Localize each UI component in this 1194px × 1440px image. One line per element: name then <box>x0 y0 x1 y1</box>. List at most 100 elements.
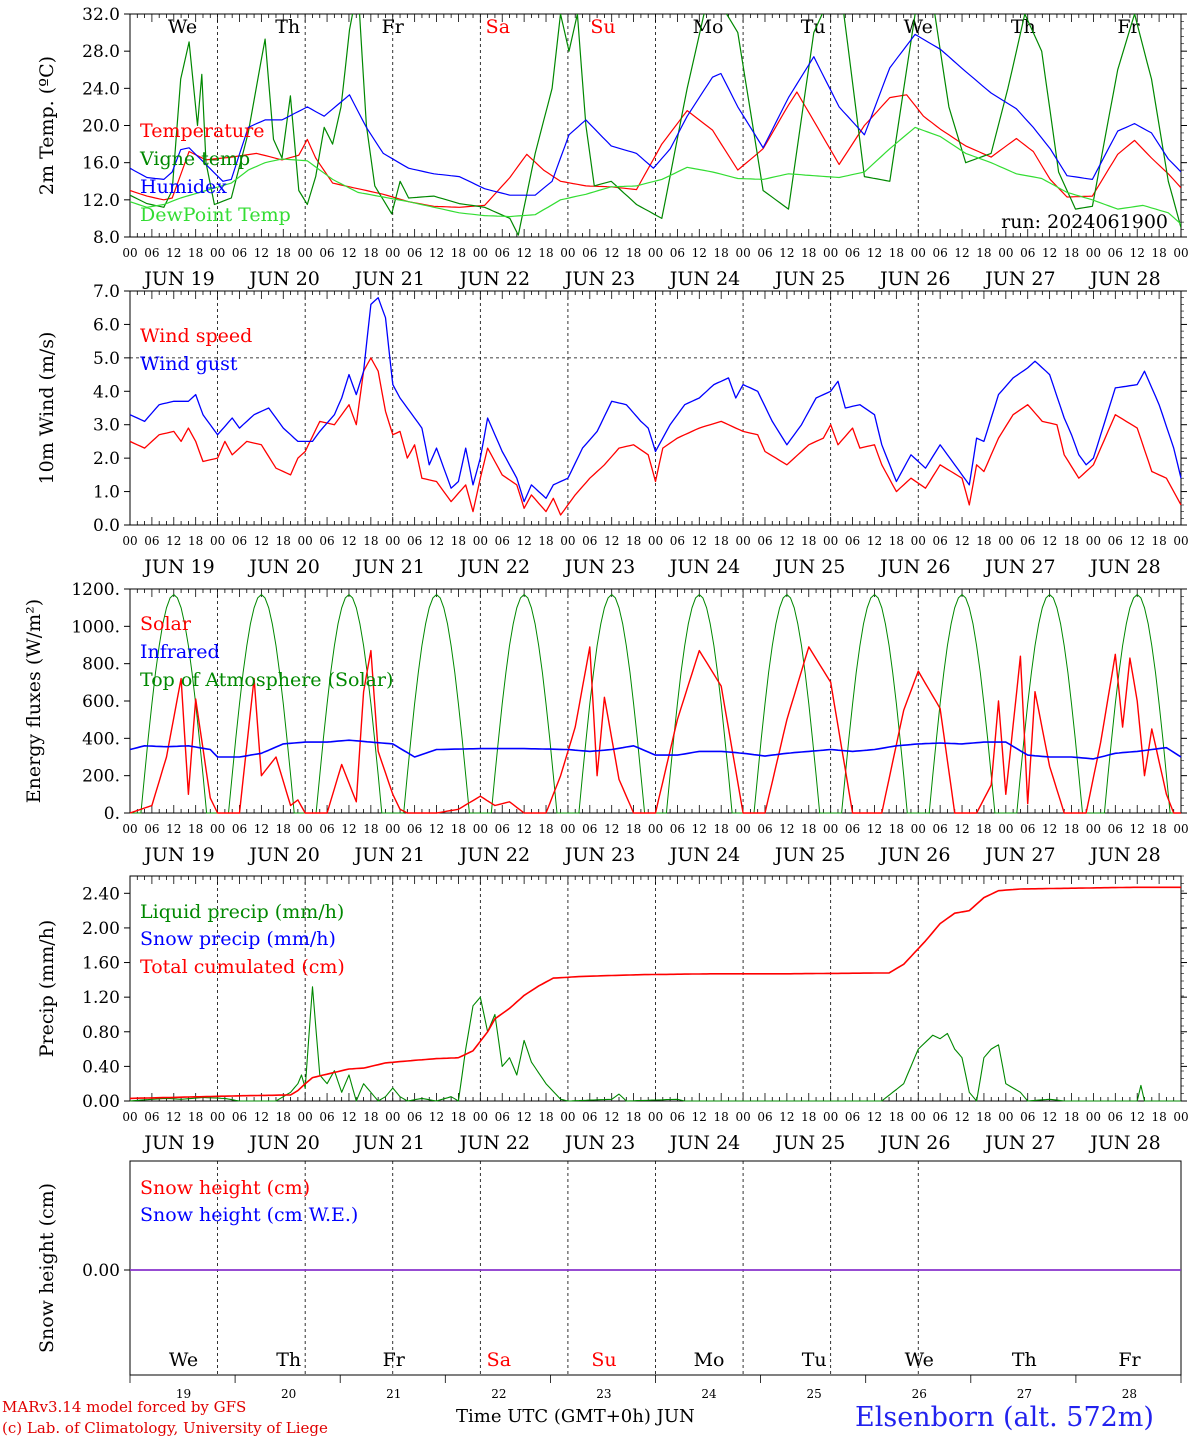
hour-tick-label: 06 <box>933 1110 948 1124</box>
hour-tick-label: 00 <box>122 822 137 836</box>
hour-tick-label: 18 <box>451 822 466 836</box>
y-tick-label: 600. <box>82 692 120 712</box>
hour-tick-label: 00 <box>560 822 575 836</box>
hour-tick-label: 06 <box>319 822 334 836</box>
hour-tick-label: 12 <box>1130 822 1145 836</box>
hour-tick-label: 00 <box>648 534 663 548</box>
y-tick-label: 16.0 <box>82 154 120 174</box>
hour-tick-label: 18 <box>626 534 641 548</box>
hour-tick-label: 12 <box>1042 534 1057 548</box>
hour-tick-label: 00 <box>473 822 488 836</box>
hour-tick-label: 18 <box>801 246 816 260</box>
series-line <box>129 357 1182 516</box>
hour-tick-label: 06 <box>933 822 948 836</box>
hour-tick-label: 18 <box>276 822 291 836</box>
hour-tick-label: 00 <box>735 534 750 548</box>
date-label: JUN 24 <box>668 268 740 290</box>
hour-tick-label: 12 <box>604 246 619 260</box>
hour-tick-label: 06 <box>1108 534 1123 548</box>
hour-tick-label: 00 <box>648 1110 663 1124</box>
hour-tick-label: 12 <box>166 534 181 548</box>
y-tick-label: 400. <box>82 729 120 749</box>
y-tick-label: 12.0 <box>82 191 120 211</box>
hour-tick-label: 06 <box>1108 1110 1123 1124</box>
hour-tick-label: 06 <box>845 534 860 548</box>
hour-tick-label: 00 <box>1086 534 1101 548</box>
hour-tick-label: 06 <box>670 534 685 548</box>
hour-tick-label: 12 <box>692 1110 707 1124</box>
y-tick-label: 3.0 <box>93 416 120 436</box>
y-tick-label: 0.0 <box>93 516 120 536</box>
hour-tick-label: 18 <box>714 1110 729 1124</box>
date-label: JUN 24 <box>668 844 740 866</box>
hour-tick-label: 18 <box>714 822 729 836</box>
hour-tick-label: 18 <box>1064 1110 1079 1124</box>
date-label: JUN 21 <box>353 268 425 290</box>
hour-tick-label: 06 <box>582 1110 597 1124</box>
hour-tick-label: 06 <box>407 246 422 260</box>
hour-tick-label: 00 <box>473 246 488 260</box>
hour-tick-label: 18 <box>1151 246 1166 260</box>
date-label: JUN 25 <box>773 268 845 290</box>
hour-tick-label: 12 <box>254 822 269 836</box>
legend-label: Wind speed <box>140 325 252 347</box>
hour-tick-label: 00 <box>911 534 926 548</box>
hour-tick-label: 00 <box>823 246 838 260</box>
hour-tick-label: 06 <box>757 534 772 548</box>
hour-tick-label: 00 <box>122 534 137 548</box>
date-label: JUN 22 <box>458 1132 530 1154</box>
date-label: JUN 23 <box>563 1132 635 1154</box>
date-label: JUN 20 <box>247 556 319 578</box>
hour-tick-label: 00 <box>1086 246 1101 260</box>
hour-tick-label: 12 <box>604 822 619 836</box>
hour-tick-label: 06 <box>232 534 247 548</box>
weekday-label: Su <box>591 1349 616 1371</box>
hour-tick-label: 18 <box>451 534 466 548</box>
hour-tick-label: 12 <box>429 822 444 836</box>
hour-tick-label: 00 <box>648 246 663 260</box>
hour-tick-label: 06 <box>1020 1110 1035 1124</box>
date-label: JUN 19 <box>142 556 214 578</box>
date-label: JUN 21 <box>353 556 425 578</box>
hour-tick-label: 18 <box>538 822 553 836</box>
hour-tick-label: 00 <box>385 246 400 260</box>
hour-tick-label: 18 <box>1151 822 1166 836</box>
date-label: JUN 25 <box>773 1132 845 1154</box>
legend-label: Vigne temp <box>139 148 250 170</box>
x-axis-title: Time UTC (GMT+0h) JUN <box>456 1406 695 1427</box>
hour-tick-label: 06 <box>582 534 597 548</box>
date-label: JUN 24 <box>668 556 740 578</box>
weekday-label: Sa <box>487 1349 511 1371</box>
hour-tick-label: 18 <box>801 1110 816 1124</box>
hour-tick-label: 18 <box>714 534 729 548</box>
hour-tick-label: 12 <box>779 534 794 548</box>
hour-tick-label: 00 <box>735 246 750 260</box>
hour-tick-label: 18 <box>801 534 816 548</box>
hour-tick-label: 00 <box>998 1110 1013 1124</box>
hour-tick-label: 00 <box>823 1110 838 1124</box>
hour-tick-label: 12 <box>341 822 356 836</box>
hour-tick-label: 18 <box>1151 534 1166 548</box>
legend-label: Top of Atmosphere (Solar) <box>140 669 393 691</box>
hour-tick-label: 06 <box>582 246 597 260</box>
hour-tick-label: 18 <box>714 246 729 260</box>
y-tick-label: 24.0 <box>82 79 120 99</box>
hour-tick-label: 12 <box>692 534 707 548</box>
panel-frame <box>129 588 1182 814</box>
hour-tick-label: 18 <box>626 246 641 260</box>
legend-label: Wind gust <box>140 353 238 375</box>
hour-tick-label: 18 <box>363 534 378 548</box>
y-tick-label: 0. <box>104 804 120 824</box>
y-tick-label: 0.40 <box>82 1057 120 1077</box>
hour-tick-label: 06 <box>1020 534 1035 548</box>
temp-series <box>130 14 1181 236</box>
hour-tick-label: 00 <box>998 822 1013 836</box>
hour-tick-label: 00 <box>385 822 400 836</box>
hour-tick-label: 18 <box>276 534 291 548</box>
lab-credit: (c) Lab. of Climatology, University of L… <box>2 1419 328 1437</box>
series-line <box>129 646 1181 814</box>
y-tick-label: 1200. <box>71 580 120 600</box>
hour-tick-label: 06 <box>495 246 510 260</box>
hour-tick-label: 06 <box>495 534 510 548</box>
hour-tick-label: 12 <box>516 1110 531 1124</box>
